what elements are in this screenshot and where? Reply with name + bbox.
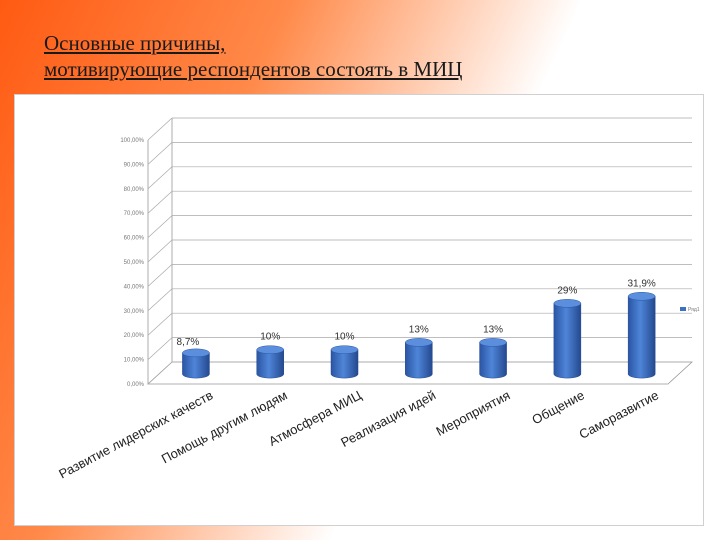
y-tick-label: 60,00% — [124, 236, 145, 242]
legend: Ряд1 — [680, 307, 700, 313]
data-label: 10% — [260, 332, 280, 343]
data-label: 13% — [409, 324, 429, 335]
y-tick-label: 50,00% — [124, 260, 145, 266]
data-label: 13% — [483, 324, 503, 335]
bar-7 — [627, 292, 656, 379]
bar-top — [182, 348, 210, 358]
data-label: 29% — [557, 285, 577, 296]
bar-1 — [182, 348, 210, 379]
bar-top — [479, 338, 507, 347]
bar-top — [627, 292, 656, 301]
bar-top — [405, 338, 433, 347]
gridline-depth — [147, 312, 173, 336]
legend-label: Ряд1 — [688, 307, 700, 313]
bar-top — [330, 345, 359, 354]
data-label: 10% — [335, 332, 355, 343]
slide-title-line1: Основные причины, — [44, 31, 226, 55]
category-label: Саморазвитие — [576, 387, 661, 441]
y-tick-label: 30,00% — [124, 309, 145, 315]
y-tick-label: 40,00% — [124, 284, 145, 290]
bar-body — [627, 296, 656, 379]
bar-body — [553, 303, 582, 379]
category-label: Мероприятия — [433, 387, 512, 439]
gridline-depth — [147, 239, 173, 263]
gridline-depth — [147, 361, 173, 385]
bar-top — [256, 345, 284, 354]
y-tick-label: 10,00% — [124, 358, 145, 364]
bar-5 — [479, 338, 507, 379]
gridline-depth — [147, 215, 173, 238]
gridline-depth — [147, 288, 173, 312]
gridline-depth — [147, 142, 173, 165]
bar-top — [553, 299, 582, 308]
slide-title-line2: мотивирующие респондентов состоять в МИЦ — [44, 57, 463, 81]
bar-body — [405, 342, 433, 379]
gridline-depth — [147, 117, 173, 141]
data-label: 8,7% — [177, 337, 200, 348]
bar-6 — [553, 299, 582, 379]
slide-title: Основные причины, мотивирующие респонден… — [44, 30, 644, 82]
y-tick-label: 0,00% — [127, 382, 145, 388]
bar-body — [479, 342, 507, 379]
bar-body — [330, 349, 359, 379]
category-label: Общение — [529, 387, 586, 427]
bar-3 — [330, 345, 359, 379]
data-label: 31,9% — [627, 278, 655, 289]
y-tick-label: 80,00% — [124, 187, 145, 193]
gridline-depth — [147, 337, 173, 360]
legend-swatch — [680, 307, 686, 311]
gridline-depth — [147, 264, 173, 287]
bar-body — [256, 349, 284, 379]
y-tick-label: 90,00% — [124, 162, 145, 168]
bar-4 — [405, 338, 433, 379]
y-tick-label: 20,00% — [124, 333, 145, 339]
gridline-depth — [147, 190, 173, 214]
category-label: Помощь другим людям — [159, 387, 290, 466]
y-tick-label: 100,00% — [120, 138, 144, 144]
category-label: Развитие лидерских качеств — [56, 387, 215, 481]
chart-area — [14, 94, 704, 526]
gridline-depth — [147, 166, 173, 190]
y-tick-label: 70,00% — [124, 211, 145, 217]
bar-body — [182, 352, 210, 379]
bar-2 — [256, 345, 284, 379]
